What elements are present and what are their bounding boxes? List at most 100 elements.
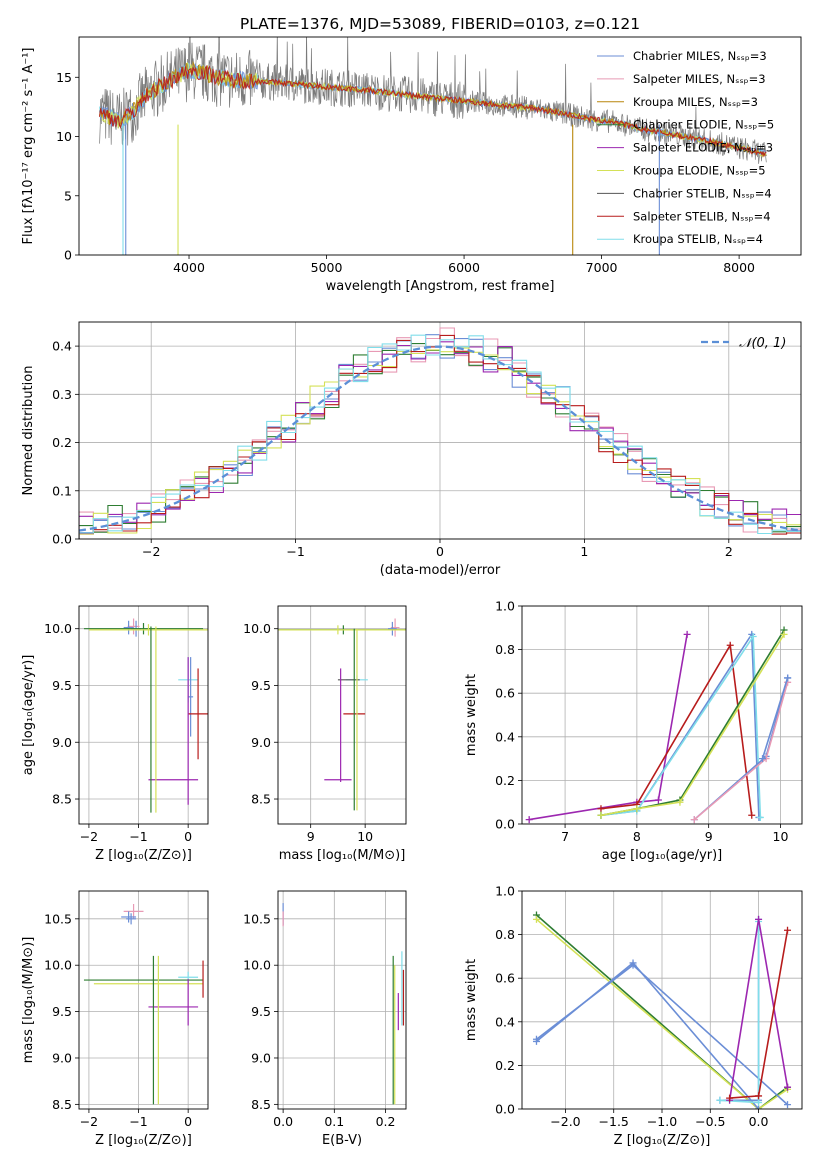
y-tick-label: 15 [56,70,72,85]
legend-label: Kroupa MILES, Nₛₛₚ=3 [633,95,758,109]
weight-line [535,914,788,1109]
weight-marker [726,641,734,649]
x-axis-label: age [log₁₀(age/yr)] [602,848,723,863]
x-tick-label: 10 [773,829,789,844]
weight-line [761,677,789,759]
weight-line [600,631,760,818]
plot-area [79,606,208,824]
weight-marker [532,915,540,923]
axes-frame [78,36,802,256]
x-axis-label: mass [log₁₀(M/M⊙)] [279,848,406,863]
y-tick-label: 8.5 [251,792,271,807]
x-axis-label: (data-model)/error [380,563,501,578]
panel-spectrum: 4000 5000 6000 7000 8000 0 5 10 15 wavelength [An… [21,36,802,294]
weight-marker [726,1094,734,1102]
y-tick-label: 9.0 [52,1050,72,1065]
y-tick-label: 0.6 [495,686,515,701]
y-tick-label: 0.8 [495,642,515,657]
weight-marker [759,755,767,763]
y-axis-label: age [log₁₀(age/yr)] [21,655,36,776]
axes-frame [78,890,209,1110]
y-tick-label: 10.5 [44,911,72,926]
y-tick-label: 0.6 [495,971,515,986]
y-tick-label: 0.2 [495,1058,515,1073]
y-axis-label: mass weight [464,959,479,1041]
gaussian-curve [79,345,799,532]
weight-marker [676,798,684,806]
x-tick-label: −1 [129,1114,147,1129]
legend-label: Kroupa ELODIE, Nₛₛₚ=5 [633,164,766,178]
weight-marker [629,961,637,969]
x-tick-label: 6000 [448,260,480,275]
y-tick-label: 10 [56,129,72,144]
axes-frame [78,605,209,825]
y-tick-label: 0.0 [52,532,72,547]
y-tick-label: 10.0 [44,621,72,636]
y-tick-label: 0.1 [52,483,72,498]
legend-label: Kroupa STELIB, Nₛₛₚ=4 [633,232,763,246]
x-tick-label: 0 [436,544,444,559]
x-tick-label: 7000 [586,260,618,275]
weight-marker [755,1092,763,1100]
y-tick-label: 1.0 [495,599,515,614]
y-tick-label: 0.0 [495,817,515,832]
y-tick-label: 0.4 [495,729,515,744]
x-tick-label: 5000 [311,260,343,275]
x-tick-label: 0.0 [273,1114,293,1129]
y-tick-label: 8.5 [251,1097,271,1112]
weight-marker [780,630,788,638]
weight-marker [525,816,533,824]
x-axis-label: E(B-V) [322,1133,362,1148]
axes-frame [78,321,802,540]
weight-marker [683,630,691,638]
y-axis-label: Flux [fλ10⁻¹⁷ erg cm⁻² s⁻¹ A⁻¹] [21,48,36,245]
model-spectrum [99,64,767,158]
x-tick-label: 8000 [723,260,755,275]
plot-area [278,606,406,824]
weight-marker [755,1098,763,1106]
x-tick-label: −2 [142,544,160,559]
y-tick-label: 9.0 [251,735,271,750]
y-tick-label: 8.5 [52,1097,72,1112]
weight-marker [784,1101,792,1109]
y-tick-label: 9.0 [52,735,72,750]
x-axis-label: Z [log₁₀(Z/Z⊙)] [95,848,192,863]
observed-spectrum [99,37,767,164]
x-axis-label: Z [log₁₀(Z/Z⊙)] [95,1133,192,1148]
x-tick-label: 9 [705,829,713,844]
y-tick-label: 10.0 [243,621,271,636]
x-axis-label: Z [log₁₀(Z/Z⊙)] [614,1133,711,1148]
axes-frame [277,605,407,825]
weight-marker [690,816,698,824]
y-tick-label: 5 [64,188,72,203]
x-tick-label: 7 [561,829,569,844]
weight-marker [716,1096,724,1104]
x-tick-label: 10 [357,829,373,844]
weight-line [600,642,753,816]
x-tick-label: 2 [725,544,733,559]
weight-marker [755,1105,763,1109]
panel-weight_vs_Z: −2.0 −1.5 −1.0 −0.5 0.0 0.0 0.2 0.4 0.6 0.8 1.0 Z [… [464,884,803,1148]
x-tick-label: 0 [184,1114,192,1129]
y-tick-label: 9.5 [251,1004,271,1019]
y-axis-label: mass [log₁₀(M/M⊙)] [21,937,36,1064]
panel-age_vs_mass: 9 10 8.5 9.0 9.5 10.0 mass [log₁₀(M/M⊙)] [243,605,407,863]
weight-marker [784,926,792,934]
weight-marker [654,796,662,804]
y-tick-label: 10.5 [243,911,271,926]
weight-marker [756,813,764,821]
legend-label: Chabrier ELODIE, Nₛₛₚ=5 [633,118,774,132]
figure-title: PLATE=1376, MJD=53089, FIBERID=0103, z=0… [240,15,640,33]
y-axis-label: mass weight [464,674,479,756]
legend-label: Salpeter ELODIE, Nₛₛₚ=3 [633,141,773,155]
x-tick-label: −2 [80,829,98,844]
panel-mass_vs_Z: −2 −1 0 8.5 9.0 9.5 10.0 10.5 Z [log₁₀(Z/Z⊙)] mas… [21,890,209,1148]
weight-line [600,633,785,817]
weight-marker [532,1035,540,1043]
y-tick-label: 0.2 [52,435,72,450]
y-tick-label: 0.3 [52,387,72,402]
axes-frame [277,890,407,1110]
x-tick-label: −1 [129,829,147,844]
y-tick-label: 9.5 [52,678,72,693]
x-tick-label: −1 [286,544,304,559]
